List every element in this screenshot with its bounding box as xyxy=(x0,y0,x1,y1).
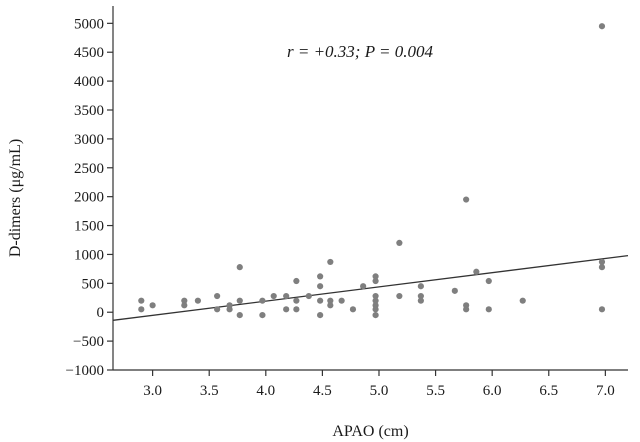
data-point xyxy=(236,312,243,319)
data-point xyxy=(149,302,156,309)
x-tick-label: 4.0 xyxy=(256,383,275,399)
data-point xyxy=(283,306,290,313)
data-point xyxy=(194,297,201,304)
data-point xyxy=(372,277,379,285)
y-tick-label: 2000 xyxy=(74,190,104,206)
data-point xyxy=(485,277,492,285)
y-tick-label: −1000 xyxy=(66,363,104,379)
data-point xyxy=(598,264,606,271)
x-axis-label: APAO (cm) xyxy=(332,423,408,440)
data-point xyxy=(317,273,324,280)
data-point xyxy=(293,277,300,285)
data-point xyxy=(293,297,300,304)
axes: −1000 −500 0 500 1000 1500 2000 2500 3000 3500 400… xyxy=(66,6,628,399)
data-point xyxy=(463,306,470,313)
correlation-annotation: r = +0.33; P = 0.004 xyxy=(287,42,434,61)
plot-marks xyxy=(112,23,629,321)
data-point xyxy=(305,292,312,300)
data-point xyxy=(598,258,606,266)
data-point xyxy=(372,297,379,304)
x-tick-label: 6.0 xyxy=(483,383,502,399)
x-tick-label: 7.0 xyxy=(596,383,615,399)
y-tick-label: 1000 xyxy=(74,247,104,263)
data-point xyxy=(226,306,233,313)
y-tick-label: −500 xyxy=(73,334,104,350)
data-point xyxy=(372,273,379,280)
data-point xyxy=(372,292,379,300)
data-point xyxy=(270,292,277,300)
data-point xyxy=(417,297,424,304)
y-tick-label: 5000 xyxy=(74,16,104,32)
data-point xyxy=(519,297,526,304)
y-tick-label: 4000 xyxy=(74,74,104,90)
regression-line xyxy=(112,254,629,321)
x-tick-label: 4.5 xyxy=(313,383,332,399)
x-tick-label: 5.5 xyxy=(426,383,445,399)
data-point xyxy=(463,196,470,203)
data-point xyxy=(417,283,424,290)
x-tick-label: 6.5 xyxy=(539,383,558,399)
data-point xyxy=(349,306,357,313)
data-point xyxy=(473,268,480,275)
data-point xyxy=(598,306,606,313)
data-point xyxy=(360,283,367,290)
data-point xyxy=(396,239,403,246)
data-point xyxy=(181,297,188,304)
data-point xyxy=(138,306,145,313)
data-point xyxy=(259,297,266,304)
data-point xyxy=(372,306,379,313)
y-tick-label: 3000 xyxy=(74,132,104,148)
data-point xyxy=(485,306,492,313)
data-point xyxy=(417,292,424,300)
data-point xyxy=(236,297,243,304)
data-point xyxy=(396,292,403,300)
data-point xyxy=(338,297,345,304)
data-point xyxy=(293,306,300,313)
data-point xyxy=(451,287,458,294)
data-point xyxy=(598,23,606,30)
data-point xyxy=(372,312,379,319)
x-tick-label: 3.5 xyxy=(200,383,219,399)
data-point xyxy=(327,258,334,266)
data-point xyxy=(283,292,290,300)
y-tick-label: 0 xyxy=(97,305,105,321)
x-tick-label: 5.0 xyxy=(370,383,389,399)
data-point xyxy=(327,297,334,304)
data-point xyxy=(214,306,221,313)
x-tick-label: 3.0 xyxy=(143,383,162,399)
data-point xyxy=(327,302,334,309)
y-axis-label: D-dimers (μg/mL) xyxy=(7,139,24,257)
data-point xyxy=(317,297,324,304)
y-tick-label: 500 xyxy=(82,276,105,292)
data-point xyxy=(236,264,243,271)
y-tick-label: 3500 xyxy=(74,103,104,119)
y-tick-label: 1500 xyxy=(74,219,104,235)
data-point xyxy=(181,302,188,309)
data-point xyxy=(317,283,324,290)
data-point xyxy=(317,312,324,319)
data-point xyxy=(138,297,145,304)
data-point xyxy=(259,312,266,319)
data-point xyxy=(214,292,221,300)
y-tick-label: 4500 xyxy=(74,45,104,61)
y-tick-label: 2500 xyxy=(74,161,104,177)
